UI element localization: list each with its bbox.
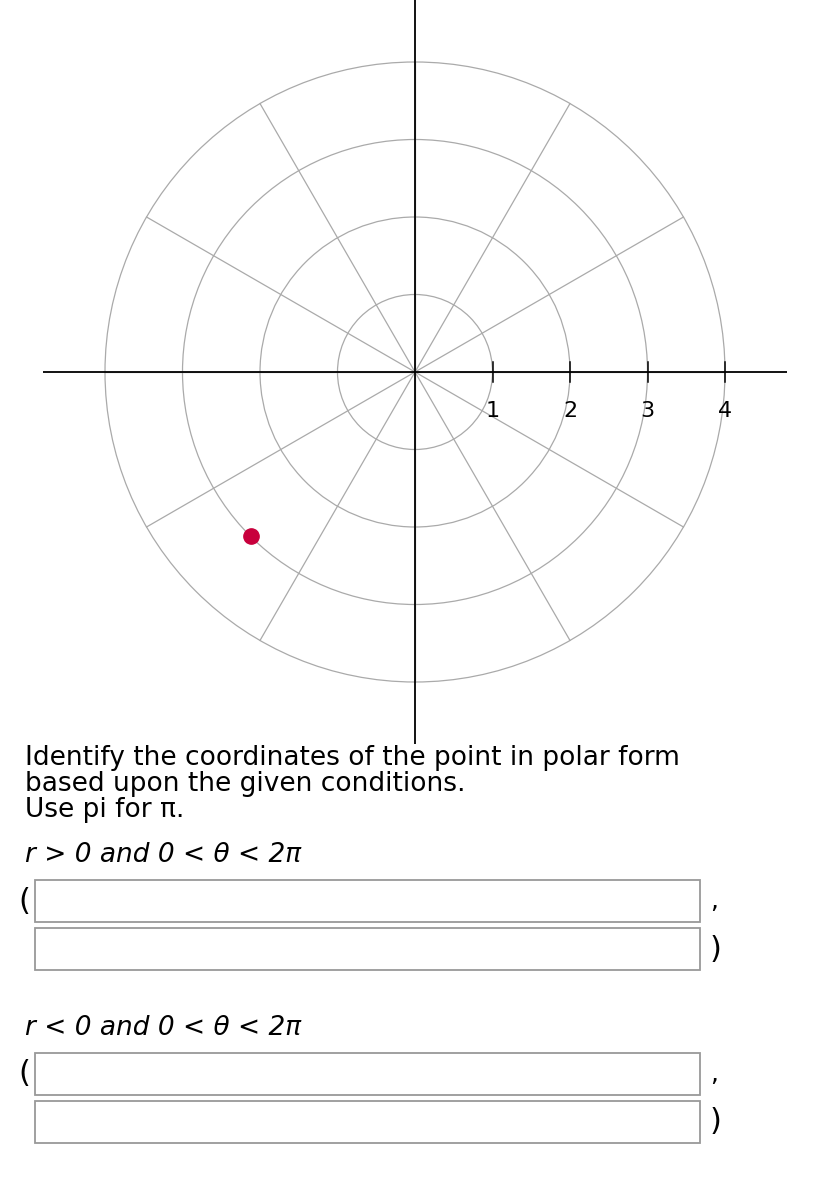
Text: 4: 4 [718, 402, 732, 421]
Text: 2: 2 [563, 402, 577, 421]
Text: r < 0 and 0 < θ < 2π: r < 0 and 0 < θ < 2π [25, 1015, 301, 1040]
FancyBboxPatch shape [35, 880, 700, 922]
Text: 3: 3 [641, 402, 655, 421]
Text: ,: , [710, 889, 718, 913]
Text: r > 0 and 0 < θ < 2π: r > 0 and 0 < θ < 2π [25, 842, 301, 868]
Text: Use pi for π.: Use pi for π. [25, 797, 184, 823]
FancyBboxPatch shape [35, 1102, 700, 1142]
Text: Identify the coordinates of the point in polar form: Identify the coordinates of the point in… [25, 745, 680, 770]
Text: 1: 1 [486, 402, 500, 421]
FancyBboxPatch shape [35, 1054, 700, 1094]
Text: based upon the given conditions.: based upon the given conditions. [25, 770, 466, 797]
Text: (: ( [18, 1060, 30, 1088]
Text: ): ) [710, 935, 722, 964]
Text: (: ( [18, 887, 30, 916]
Text: ): ) [710, 1108, 722, 1136]
Text: ,: , [710, 1062, 718, 1086]
FancyBboxPatch shape [35, 928, 700, 970]
